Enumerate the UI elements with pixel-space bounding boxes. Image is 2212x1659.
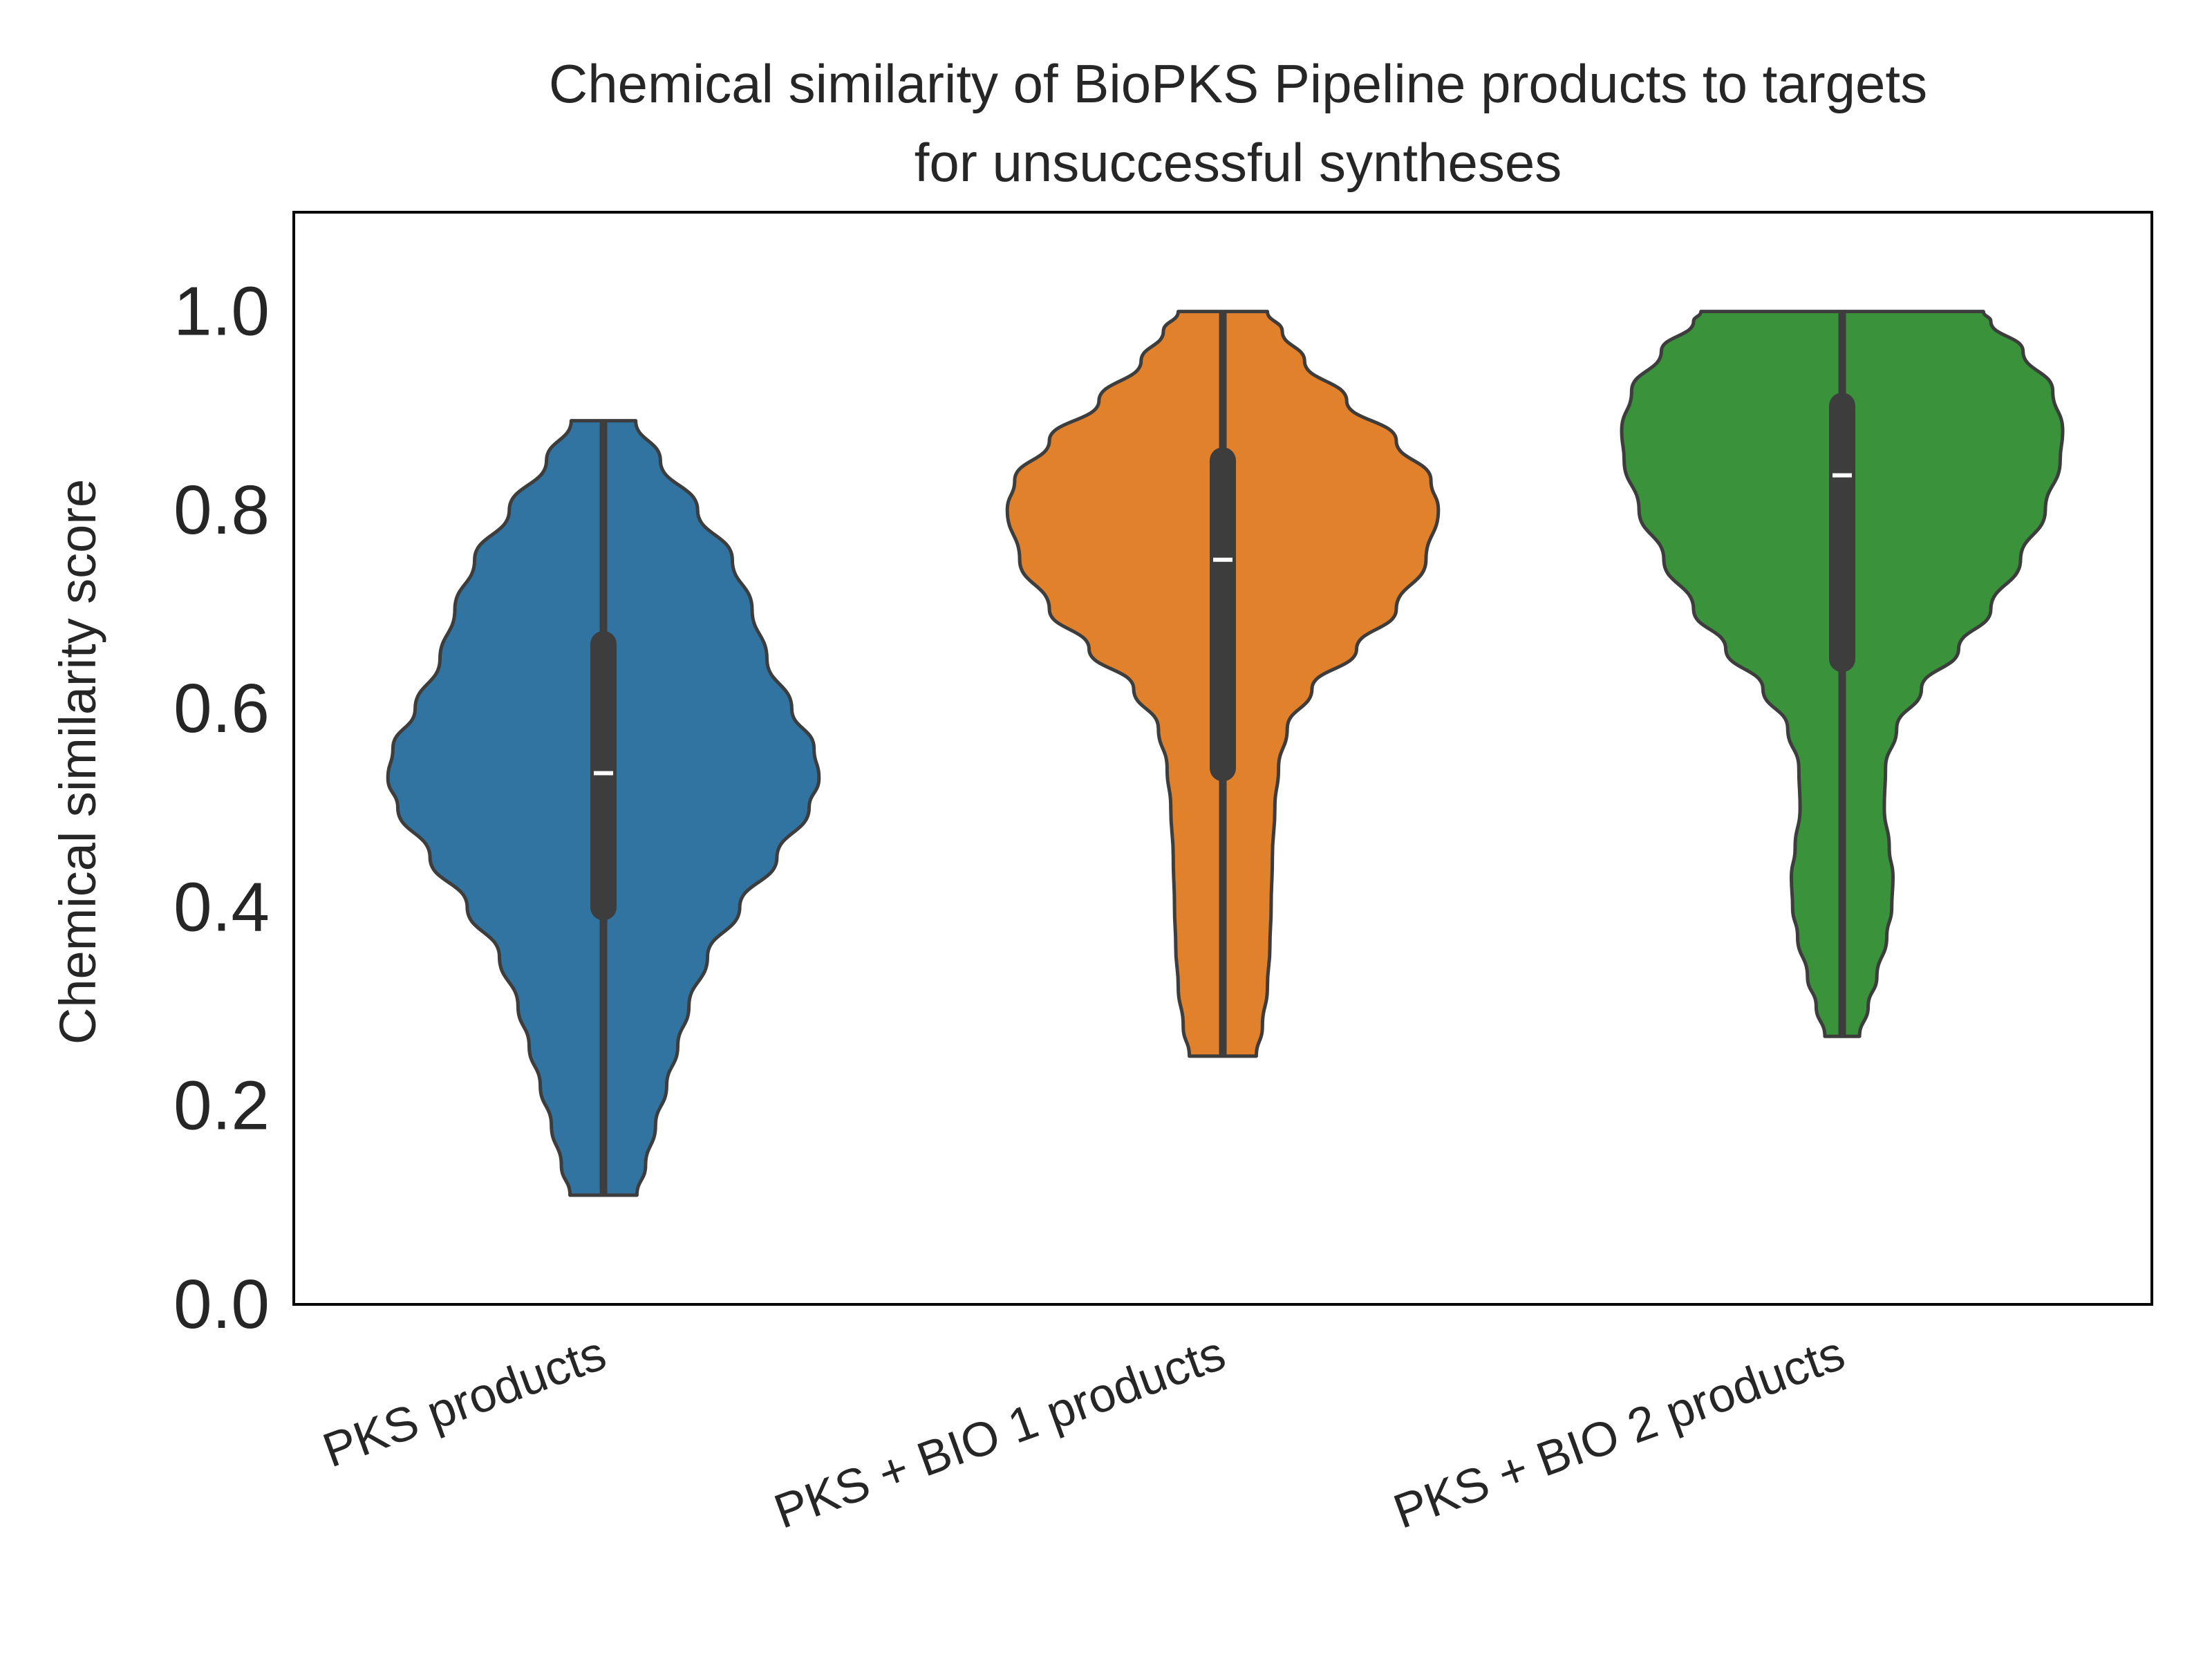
y-tick-label: 1.0 (174, 273, 270, 350)
x-tick-label: PKS + BIO 1 products (767, 1326, 1232, 1539)
y-tick-label: 0.4 (174, 868, 270, 946)
x-axis-ticks: PKS products PKS + BIO 1 products PKS + BI… (316, 1326, 1851, 1539)
y-axis-ticks: 0.0 0.2 0.4 0.6 0.8 1.0 (174, 273, 270, 1343)
x-tick-label: PKS + BIO 2 products (1387, 1326, 1851, 1539)
y-tick-label: 0.6 (174, 670, 270, 747)
y-tick-label: 0.8 (174, 471, 270, 549)
chart-title-line-1: Chemical similarity of BioPKS Pipeline p… (549, 53, 1927, 114)
violin-series-group (388, 312, 2063, 1195)
chart-title-line-2: for unsuccessful syntheses (915, 132, 1562, 193)
y-tick-label: 0.2 (174, 1067, 270, 1145)
y-axis-label: Chemical similarity score (49, 479, 106, 1044)
y-tick-label: 0.0 (174, 1266, 270, 1343)
x-tick-label: PKS products (316, 1326, 612, 1478)
